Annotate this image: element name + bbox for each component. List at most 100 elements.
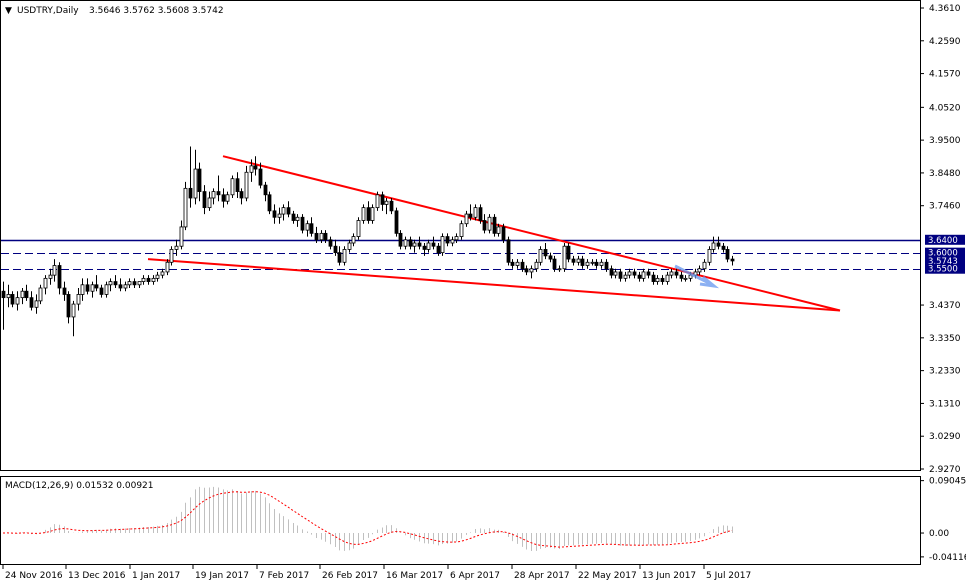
price-tick-label: 4.2590 [929,37,961,47]
candle-body [716,242,721,247]
date-tick-label: 28 Apr 2017 [514,571,570,581]
candle-body [515,261,520,266]
candle [417,236,422,250]
candle [207,191,212,211]
candle [384,197,389,215]
candle-body [524,268,529,273]
candle-body [646,271,651,276]
candle-body [108,281,113,286]
candle [679,271,684,282]
candle [702,259,707,272]
candle-body [333,245,338,254]
candle-body [637,274,642,279]
candle-body [702,261,707,270]
candle-body [263,184,268,196]
date-tick-label: 22 May 2017 [578,571,637,581]
candle-body [482,220,487,231]
candle [305,220,310,237]
candle-body [347,242,352,250]
candle-body [361,207,366,221]
candle-body [641,271,646,279]
candle [543,243,548,260]
candle-body [529,268,534,273]
candle [361,204,366,224]
price-tag [925,234,965,245]
candle [295,214,300,227]
candle [590,259,595,266]
candle [599,259,604,269]
candle [66,291,71,324]
candle [328,236,333,250]
candle [291,210,296,224]
candle [655,275,660,285]
candle-body [225,194,230,202]
candle [151,275,156,285]
candle [529,265,534,279]
candle [492,214,497,237]
candle-body [590,261,595,264]
macd-signal-line [2,491,733,548]
candle-body [548,255,553,260]
candle [286,201,291,218]
candle-body [506,239,511,263]
candle-body [66,294,71,318]
candle [15,291,20,311]
candle-body [193,168,198,199]
candle-body [623,274,628,279]
candle [277,207,282,224]
macd-tick-label: 0.09045 [929,477,966,487]
candle-body [337,252,342,263]
candle-body [403,239,408,247]
candle-body [566,245,571,260]
candle [468,204,473,221]
date-tick-label: 13 Jun 2017 [642,571,696,581]
candle-body [183,187,188,228]
candle [403,236,408,250]
candle-body [604,261,609,270]
candle-body [394,210,399,234]
candle [80,278,85,301]
candle [623,271,628,282]
candle [309,217,314,237]
candle-body [478,207,483,221]
candle-body [62,287,67,295]
level-lines [1,239,920,270]
candle [347,239,352,253]
price-tick-label: 3.9500 [929,136,961,146]
candle [1,281,6,330]
candle-body [141,277,146,282]
candle [482,214,487,234]
date-tick-label: 7 Feb 2017 [259,571,309,581]
candle [464,210,469,227]
candle-body [123,284,128,289]
candle [10,291,15,308]
candle [445,233,450,247]
candle [258,162,263,189]
candle [473,204,478,221]
candle [337,246,342,266]
candle [725,246,730,263]
candle-body [94,284,99,289]
price-tick-label: 3.7460 [929,202,961,212]
candle-body [319,232,324,241]
candle-body [576,258,581,263]
candle-body [328,239,333,247]
date-tick-label: 1 Jan 2017 [132,571,180,581]
macd-tick-label: 0.00 [929,529,949,539]
candle [193,149,198,205]
candle-body [627,271,632,276]
candle-body [235,178,240,192]
candle [375,191,380,211]
candle-body [169,249,174,263]
candle-body [174,245,179,250]
candle-body [412,242,417,247]
candle [211,188,216,205]
candle-body [543,249,548,257]
candle [267,191,272,215]
candle [249,159,254,182]
price-tag-label: 3.5743 [928,257,958,267]
candle [108,278,113,292]
price-tick-label: 3.0290 [929,432,961,442]
candle-body [585,261,590,266]
candle [71,300,76,337]
